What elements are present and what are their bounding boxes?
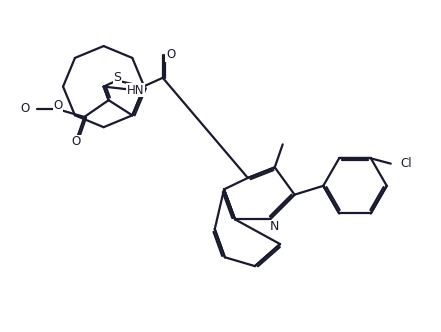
Text: O: O <box>53 99 63 112</box>
Text: O: O <box>166 48 175 61</box>
Text: S: S <box>114 71 122 84</box>
Text: N: N <box>269 220 279 233</box>
Text: HN: HN <box>127 84 144 97</box>
Text: O: O <box>72 135 81 148</box>
Text: Cl: Cl <box>400 157 412 170</box>
Text: O: O <box>20 102 30 115</box>
